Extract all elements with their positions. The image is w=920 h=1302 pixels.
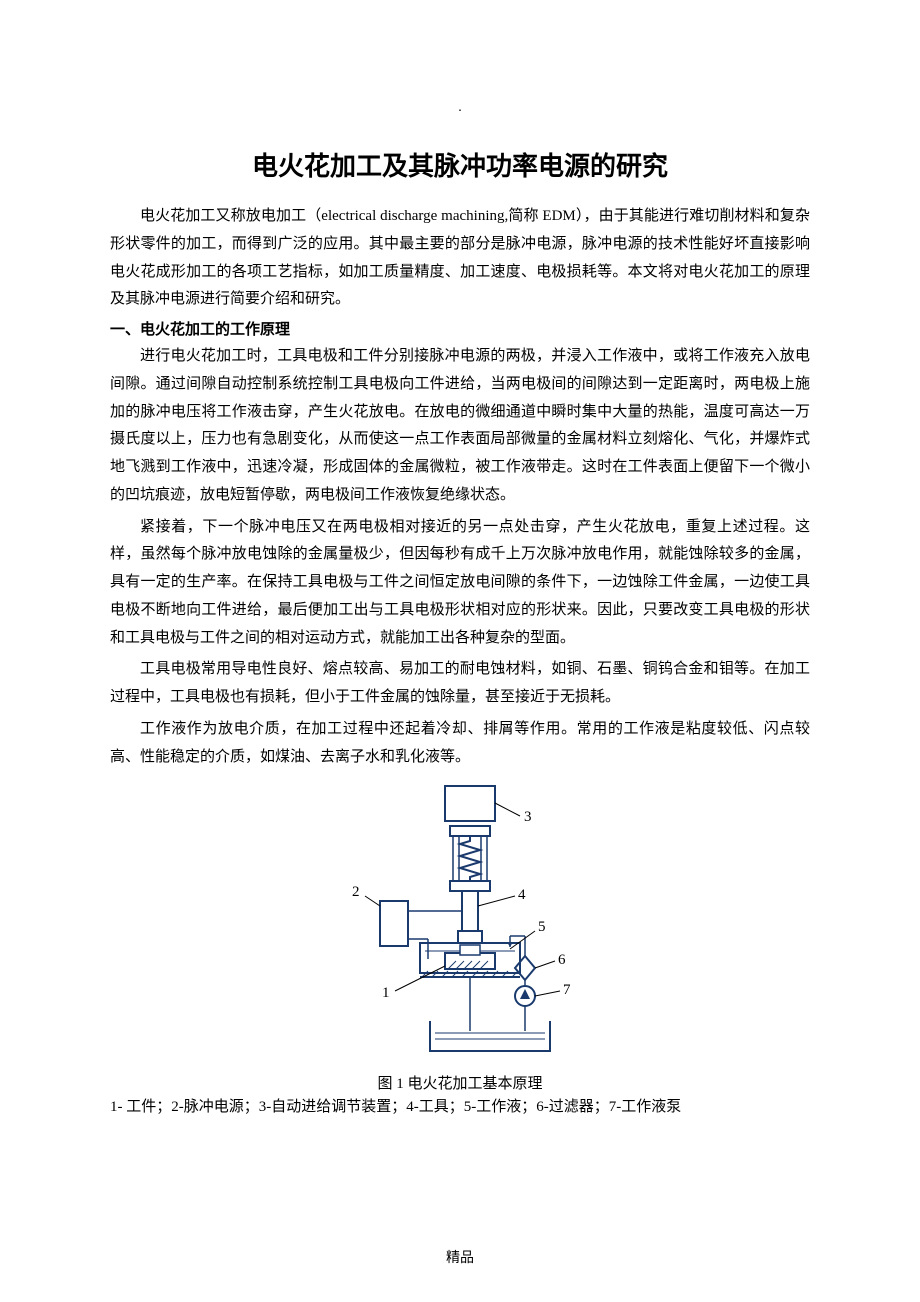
page-footer: 精品 <box>0 1247 920 1267</box>
paragraph-2: 紧接着，下一个脉冲电压又在两电极相对接近的另一点处击穿，产生火花放电，重复上述过… <box>110 514 810 653</box>
paragraph-1: 进行电火花加工时，工具电极和工件分别接脉冲电源的两极，并浸入工作液中，或将工作液… <box>110 343 810 510</box>
paragraph-4: 工作液作为放电介质，在加工过程中还起着冷却、排屑等作用。常用的工作液是粘度较低、… <box>110 716 810 772</box>
figure-label-6: 6 <box>558 952 566 968</box>
figure-label-7: 7 <box>563 982 571 998</box>
figure-1: 3 4 5 6 7 2 1 <box>110 781 810 1066</box>
figure-label-5: 5 <box>538 919 546 935</box>
figure-label-4: 4 <box>518 887 526 903</box>
edm-schematic-diagram: 3 4 5 6 7 2 1 <box>310 781 610 1061</box>
header-dot: . <box>110 100 810 116</box>
figure-1-legend: 1- 工件；2-脉冲电源；3-自动进给调节装置；4-工具；5-工作液；6-过滤器… <box>110 1095 810 1116</box>
intro-paragraph: 电火花加工又称放电加工（electrical discharge machini… <box>110 203 810 314</box>
page: . 电火花加工及其脉冲功率电源的研究 电火花加工又称放电加工（electrica… <box>0 0 920 1302</box>
figure-label-1: 1 <box>382 985 390 1001</box>
section-1-heading: 一、电火花加工的工作原理 <box>110 318 810 339</box>
figure-label-3: 3 <box>524 809 532 825</box>
paragraph-3: 工具电极常用导电性良好、熔点较高、易加工的耐电蚀材料，如铜、石墨、铜钨合金和钼等… <box>110 656 810 712</box>
paper-title: 电火花加工及其脉冲功率电源的研究 <box>110 146 810 183</box>
figure-label-2: 2 <box>352 884 360 900</box>
figure-1-caption: 图 1 电火花加工基本原理 <box>110 1072 810 1093</box>
